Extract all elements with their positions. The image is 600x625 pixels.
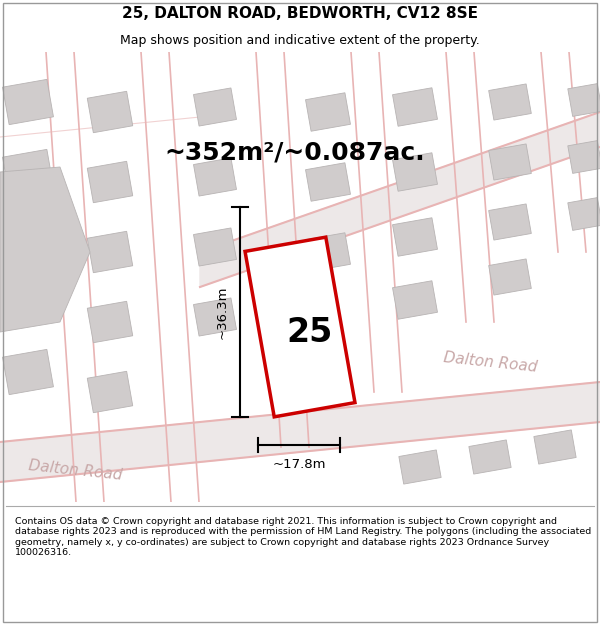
Text: Dalton Road: Dalton Road (442, 349, 538, 374)
Bar (488, 84, 532, 120)
Bar (568, 84, 600, 116)
Bar (392, 152, 437, 191)
Text: 25, DALTON ROAD, BEDWORTH, CV12 8SE: 25, DALTON ROAD, BEDWORTH, CV12 8SE (122, 6, 478, 21)
Bar (534, 430, 576, 464)
Bar (305, 232, 350, 271)
Bar (392, 217, 437, 256)
Bar (194, 228, 236, 266)
Text: ~17.8m: ~17.8m (272, 459, 326, 471)
Bar (399, 450, 441, 484)
Bar (2, 79, 53, 124)
Bar (87, 231, 133, 272)
Bar (305, 162, 350, 201)
Bar (2, 149, 53, 194)
Bar (2, 349, 53, 394)
Text: ~352m²/~0.087ac.: ~352m²/~0.087ac. (164, 140, 425, 164)
Bar (469, 440, 511, 474)
Bar (488, 204, 532, 240)
Bar (2, 284, 53, 329)
Text: Contains OS data © Crown copyright and database right 2021. This information is : Contains OS data © Crown copyright and d… (15, 517, 591, 557)
Bar (305, 92, 350, 131)
Bar (194, 298, 236, 336)
Bar (2, 214, 53, 259)
Bar (87, 161, 133, 202)
Bar (568, 141, 600, 173)
Bar (392, 88, 437, 126)
Text: 25: 25 (287, 316, 333, 349)
Bar (194, 88, 236, 126)
Text: ~36.3m: ~36.3m (215, 285, 229, 339)
Bar (488, 144, 532, 180)
Bar (87, 301, 133, 343)
Bar (194, 158, 236, 196)
Bar (245, 237, 355, 417)
Bar (87, 91, 133, 132)
Bar (568, 198, 600, 231)
Text: Map shows position and indicative extent of the property.: Map shows position and indicative extent… (120, 34, 480, 47)
Polygon shape (200, 112, 600, 287)
Bar (488, 259, 532, 295)
Bar (392, 281, 437, 319)
Polygon shape (0, 382, 600, 482)
Text: Dalton Road: Dalton Road (28, 458, 122, 482)
Polygon shape (0, 167, 90, 332)
Bar (87, 371, 133, 413)
